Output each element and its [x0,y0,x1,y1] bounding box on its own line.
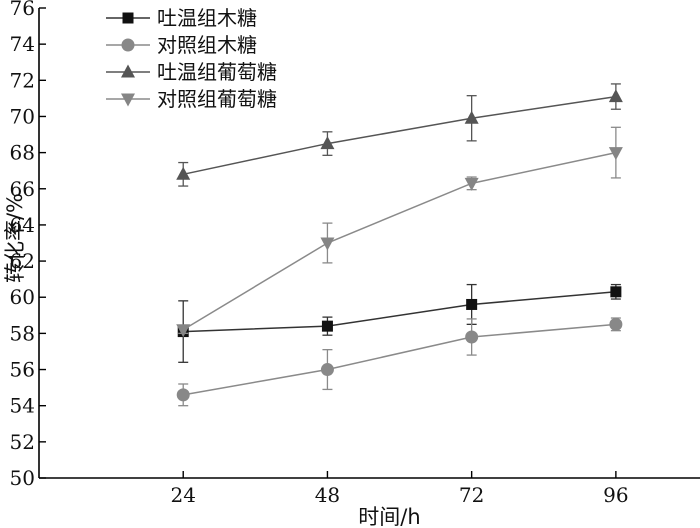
data-point-circle [609,317,623,331]
x-tick-label: 72 [459,483,484,507]
data-point-circle [465,330,479,344]
legend-item: 吐温组木糖 [106,6,257,30]
x-tick-label: 96 [603,483,628,507]
x-axis-title: 时间/h [358,505,420,528]
y-tick-label: 72 [10,68,35,92]
y-tick-label: 56 [10,358,35,382]
series-line [182,151,617,331]
y-tick-label: 60 [10,285,35,309]
y-tick-label: 50 [10,466,35,490]
y-tick-label: 52 [10,430,35,454]
y-tick-label: 64 [10,213,35,237]
y-tick-label: 70 [10,104,35,128]
series-3 [176,83,623,187]
data-point-triangle-down [121,93,135,107]
y-tick-label: 58 [10,321,35,345]
y-tick-label: 66 [10,177,35,201]
y-tick-label: 54 [10,394,35,418]
y-tick-label: 62 [10,249,35,273]
series-2 [176,317,623,407]
series-4 [176,126,623,338]
data-point-square [610,286,622,298]
x-tick-label: 48 [315,483,340,507]
data-point-circle [121,38,135,52]
data-point-square [122,12,134,24]
data-point-triangle-up [320,136,335,150]
series-1 [177,283,622,363]
axes [38,8,700,479]
data-point-triangle-down [464,177,479,191]
data-point-triangle-up [464,110,479,124]
legend-item: 对照组葡萄糖 [106,87,277,111]
series-line [183,291,616,333]
legend-item: 吐温组葡萄糖 [106,60,277,84]
data-point-triangle-down [320,237,335,251]
y-tick-label: 74 [10,32,35,56]
x-tick-label: 24 [170,483,195,507]
y-tick-label: 68 [10,141,35,165]
data-point-triangle-down [176,324,191,338]
data-point-circle [320,363,334,377]
y-tick-label: 76 [10,0,35,20]
data-point-triangle-down [608,147,623,161]
data-point-circle [176,388,190,402]
data-point-square [466,298,478,310]
data-point-triangle-up [608,89,623,103]
data-point-triangle-up [176,166,191,180]
plot-area [176,83,623,407]
data-point-triangle-up [121,64,135,78]
y-axis-title: 转化率/% [3,193,27,283]
data-point-square [321,320,333,332]
legend-item: 对照组木糖 [106,33,257,57]
legend-label: 吐温组葡萄糖 [157,60,277,84]
ticks: 50 52 54 56 58 60 62 64 66 68 70 72 74 76 24 48 72 96 [10,0,629,507]
legend-label: 对照组木糖 [157,33,257,57]
legend-label: 对照组葡萄糖 [157,87,277,111]
series-line [183,323,616,396]
series-line [183,95,616,176]
legend-label: 吐温组木糖 [157,6,257,30]
